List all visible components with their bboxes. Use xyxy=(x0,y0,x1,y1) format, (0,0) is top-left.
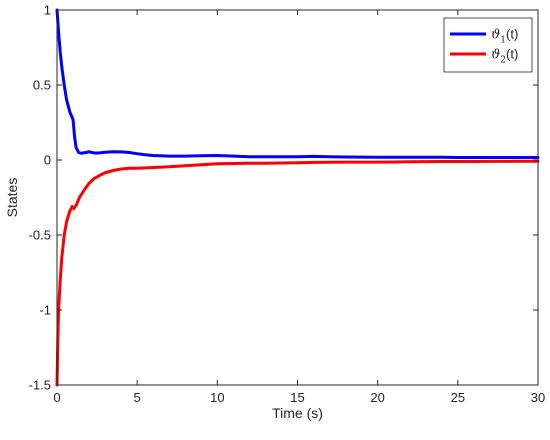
y-tick-label: 1 xyxy=(44,3,51,18)
legend-label-1: ϑ1(t) xyxy=(491,27,518,46)
x-tick-label: 20 xyxy=(370,390,384,405)
x-tick-label: 25 xyxy=(451,390,465,405)
series-line-1 xyxy=(55,8,540,159)
y-tick-label: 0 xyxy=(44,153,51,168)
x-tick-labels: 0 5 10 15 20 25 30 xyxy=(53,390,545,405)
x-axis-label: Time (s) xyxy=(272,405,323,421)
y-tick-labels: -1.5 -1 -0.5 0 0.5 1 xyxy=(29,3,51,393)
x-tick-label: 30 xyxy=(531,390,545,405)
y-tick-label: -1 xyxy=(39,303,51,318)
legend-box xyxy=(443,17,533,73)
y-tick-label: 0.5 xyxy=(33,78,51,93)
y-tick-label: -0.5 xyxy=(29,228,51,243)
legend: ϑ1(t)ϑ2(t) xyxy=(443,17,533,73)
y-tick-label: -1.5 xyxy=(29,378,51,393)
y-axis-label: States xyxy=(4,178,20,218)
tick-layer xyxy=(56,9,539,386)
x-tick-label: 10 xyxy=(210,390,224,405)
x-tick-label: 15 xyxy=(290,390,304,405)
legend-label-2: ϑ2(t) xyxy=(491,47,518,66)
series-line-2 xyxy=(55,159,540,387)
series-layer xyxy=(55,8,540,387)
x-tick-label: 0 xyxy=(53,390,60,405)
x-tick-label: 5 xyxy=(134,390,141,405)
plot-area xyxy=(57,10,538,385)
